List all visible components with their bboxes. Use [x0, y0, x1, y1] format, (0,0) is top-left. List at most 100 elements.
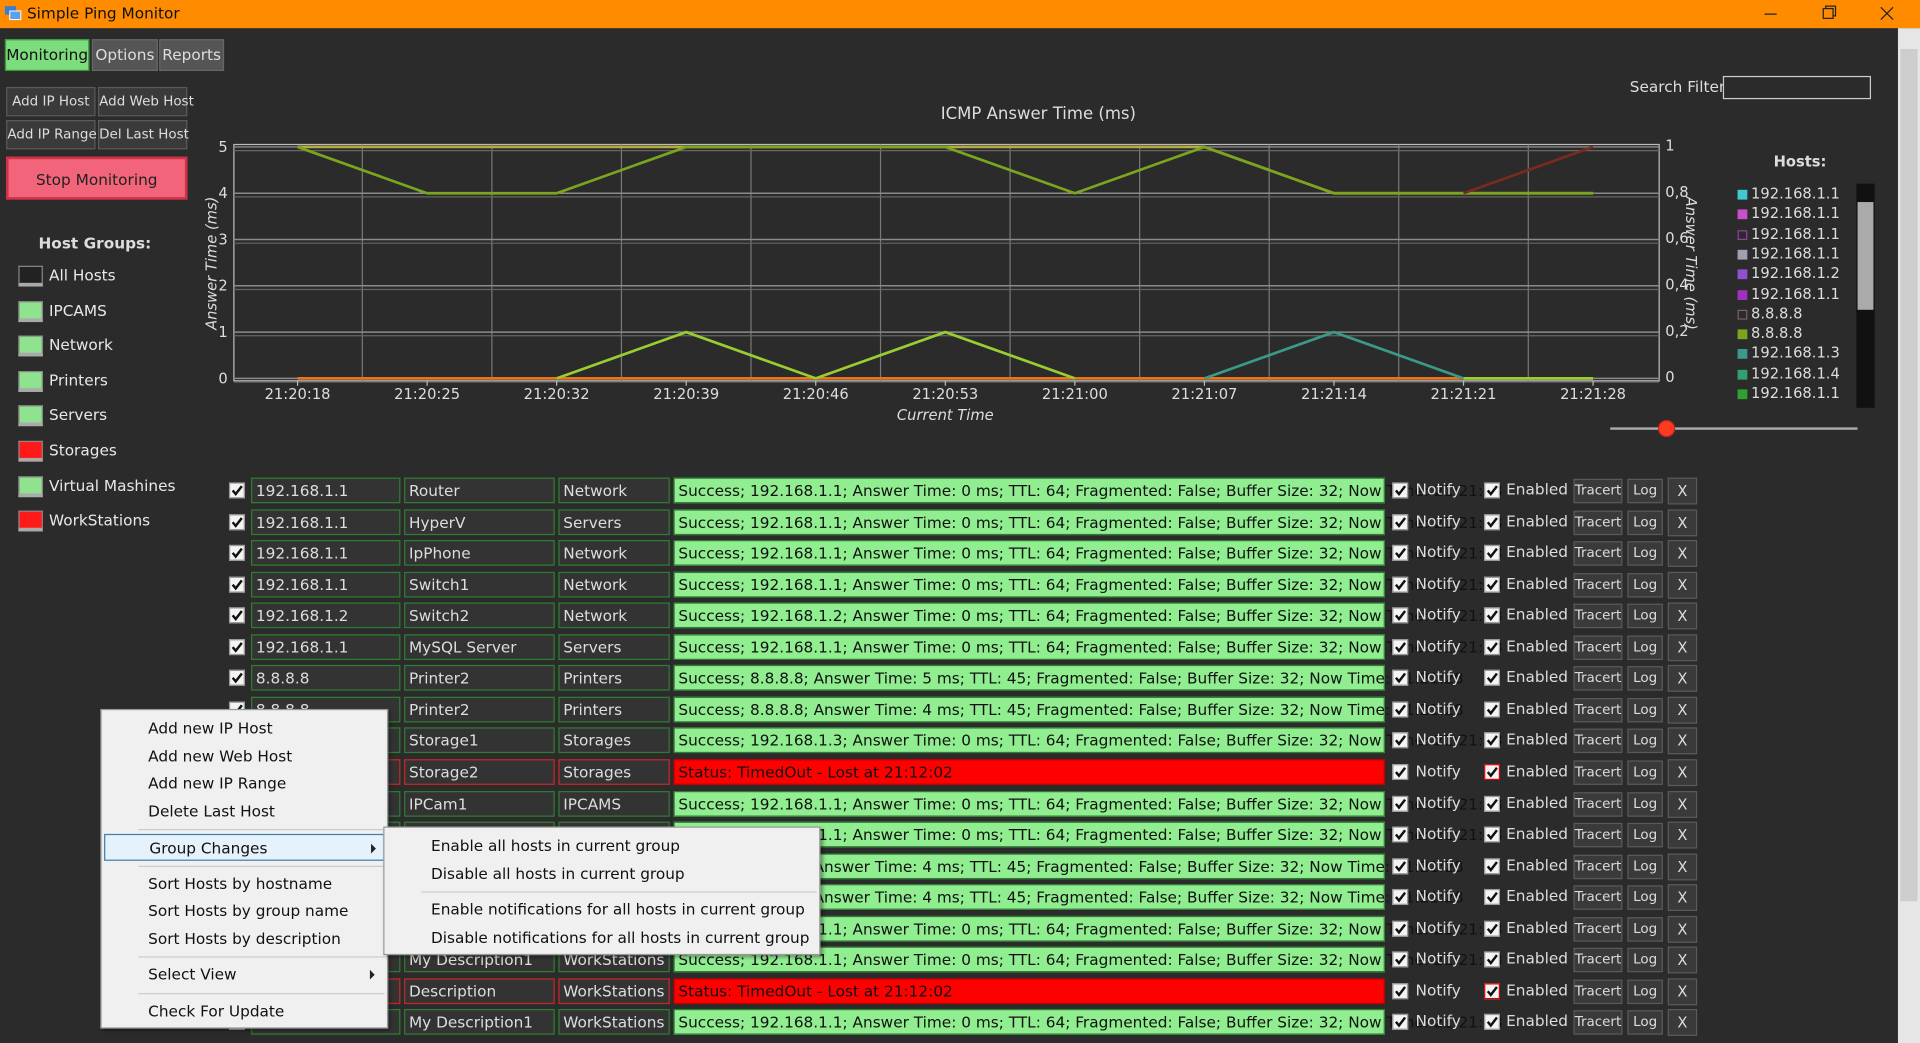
checkbox[interactable]: [1484, 482, 1501, 499]
menu-item[interactable]: Enable notifications for all hosts in cu…: [387, 896, 817, 923]
host-name[interactable]: Router: [404, 477, 555, 504]
log-button[interactable]: Log: [1627, 697, 1663, 723]
menu-item[interactable]: Sort Hosts by description: [104, 925, 384, 952]
tracert-button[interactable]: Tracert: [1573, 697, 1623, 723]
tab[interactable]: Monitoring: [4, 39, 90, 72]
host-name[interactable]: Switch2: [404, 602, 555, 629]
log-button[interactable]: Log: [1627, 603, 1663, 629]
host-group[interactable]: WorkStations: [558, 1009, 670, 1036]
checkbox[interactable]: [1484, 732, 1501, 749]
host-group[interactable]: Storages: [558, 727, 670, 754]
remove-button[interactable]: X: [1667, 633, 1698, 661]
remove-button[interactable]: X: [1667, 508, 1698, 536]
host-name[interactable]: Printer2: [404, 665, 555, 691]
log-button[interactable]: Log: [1627, 854, 1663, 879]
menu-item[interactable]: Sort Hosts by group name: [104, 898, 384, 925]
checkbox[interactable]: [1484, 795, 1501, 812]
group-label[interactable]: IPCAMS: [48, 300, 107, 320]
remove-button[interactable]: X: [1667, 821, 1698, 849]
checkbox[interactable]: [1392, 764, 1409, 780]
group-icon[interactable]: [18, 475, 43, 497]
checkbox[interactable]: [1484, 638, 1501, 655]
host-ip[interactable]: 192.168.1.1: [251, 477, 401, 504]
group-icon[interactable]: [18, 370, 43, 392]
menu-item[interactable]: Select View: [104, 961, 384, 988]
checkbox[interactable]: [1484, 951, 1501, 968]
host-name[interactable]: Switch1: [404, 571, 555, 598]
log-button[interactable]: Log: [1627, 885, 1663, 910]
group-label[interactable]: Network: [48, 335, 113, 355]
group-label[interactable]: All Hosts: [48, 265, 116, 285]
remove-button[interactable]: X: [1667, 915, 1698, 943]
group-label[interactable]: Servers: [48, 405, 108, 425]
host-group[interactable]: WorkStations: [558, 978, 670, 1004]
remove-button[interactable]: X: [1667, 540, 1698, 568]
remove-button[interactable]: X: [1667, 665, 1698, 693]
remove-button[interactable]: X: [1667, 852, 1698, 880]
checkbox[interactable]: [1392, 513, 1409, 530]
checkbox[interactable]: [1484, 545, 1501, 561]
log-button[interactable]: Log: [1627, 822, 1663, 848]
host-name[interactable]: MySQL Server: [404, 633, 555, 660]
host-group[interactable]: Network: [558, 602, 670, 629]
remove-button[interactable]: X: [1667, 790, 1698, 818]
remove-button[interactable]: X: [1667, 727, 1698, 755]
host-group[interactable]: Servers: [558, 508, 670, 535]
log-button[interactable]: Log: [1627, 666, 1663, 691]
tracert-button[interactable]: Tracert: [1573, 572, 1623, 598]
checkbox[interactable]: [228, 545, 245, 561]
group-icon[interactable]: [18, 335, 43, 357]
log-button[interactable]: Log: [1627, 791, 1663, 817]
log-button[interactable]: Log: [1627, 760, 1663, 785]
group-icon[interactable]: [18, 265, 43, 287]
checkbox[interactable]: [1392, 1014, 1409, 1031]
host-group[interactable]: Network: [558, 540, 670, 566]
checkbox[interactable]: [1484, 983, 1501, 999]
host-ip[interactable]: 192.168.1.1: [251, 633, 401, 660]
checkbox[interactable]: [1392, 857, 1409, 874]
checkbox[interactable]: [1392, 889, 1409, 906]
log-button[interactable]: Log: [1627, 729, 1663, 754]
window-controls[interactable]: [1751, 0, 1910, 28]
host-name[interactable]: Storage1: [404, 727, 555, 754]
group-icon[interactable]: [18, 510, 43, 532]
remove-button[interactable]: X: [1667, 946, 1698, 974]
remove-button[interactable]: X: [1667, 477, 1698, 505]
tracert-button[interactable]: Tracert: [1573, 635, 1623, 660]
checkbox[interactable]: [1392, 576, 1409, 593]
checkbox[interactable]: [1484, 889, 1501, 906]
checkbox[interactable]: [228, 576, 245, 593]
host-name[interactable]: Printer2: [404, 696, 555, 723]
slider-knob[interactable]: [1657, 420, 1676, 438]
remove-button[interactable]: X: [1667, 696, 1698, 724]
toolbar-button[interactable]: Del Last Host: [97, 120, 189, 150]
tracert-button[interactable]: Tracert: [1573, 1010, 1623, 1036]
toolbar-button[interactable]: Add Web Host: [97, 86, 194, 117]
host-name[interactable]: IpPhone: [404, 540, 555, 566]
log-button[interactable]: Log: [1627, 948, 1663, 973]
host-group[interactable]: IPCAMS: [558, 790, 670, 817]
tracert-button[interactable]: Tracert: [1573, 822, 1623, 848]
group-label[interactable]: Virtual Mashines: [48, 475, 176, 495]
tracert-button[interactable]: Tracert: [1573, 478, 1623, 504]
checkbox[interactable]: [1484, 701, 1501, 718]
checkbox[interactable]: [1392, 701, 1409, 718]
group-icon[interactable]: [18, 440, 43, 462]
tracert-button[interactable]: Tracert: [1573, 979, 1623, 1004]
host-group[interactable]: Printers: [558, 665, 670, 691]
menu-item[interactable]: Sort Hosts by hostname: [104, 870, 384, 897]
host-name[interactable]: My Description1: [404, 1009, 555, 1036]
remove-button[interactable]: X: [1667, 978, 1698, 1006]
checkbox[interactable]: [1484, 920, 1501, 937]
tab[interactable]: Options: [91, 39, 158, 72]
log-button[interactable]: Log: [1627, 635, 1663, 660]
tracert-button[interactable]: Tracert: [1573, 948, 1623, 973]
tracert-button[interactable]: Tracert: [1573, 541, 1623, 566]
group-label[interactable]: Printers: [48, 370, 108, 390]
tab[interactable]: Reports: [159, 39, 225, 72]
remove-button[interactable]: X: [1667, 602, 1698, 630]
menu-item[interactable]: Add new Web Host: [104, 743, 384, 770]
log-button[interactable]: Log: [1627, 541, 1663, 566]
group-icon[interactable]: [18, 405, 43, 427]
checkbox[interactable]: [1484, 857, 1501, 874]
